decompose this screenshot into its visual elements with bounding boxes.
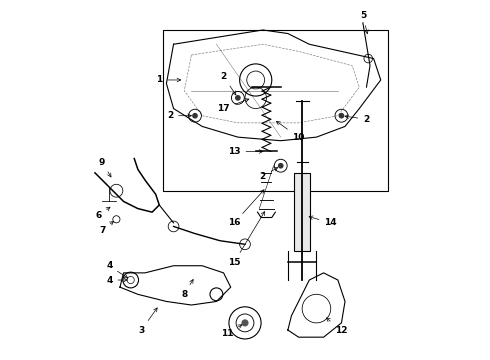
Text: 2: 2 (260, 167, 278, 181)
Bar (294, 173, 310, 251)
Text: 1: 1 (156, 76, 181, 85)
Circle shape (192, 113, 198, 118)
Text: 15: 15 (228, 212, 265, 267)
Text: 13: 13 (228, 147, 263, 156)
Bar (163, 30, 388, 191)
Text: 6: 6 (96, 207, 110, 220)
Text: 8: 8 (181, 279, 193, 299)
Text: 17: 17 (217, 99, 249, 113)
Text: 11: 11 (221, 325, 242, 338)
Text: 4: 4 (106, 275, 127, 284)
Text: 9: 9 (99, 158, 111, 177)
Text: 12: 12 (326, 318, 348, 334)
Text: 2: 2 (345, 115, 369, 124)
Text: 2: 2 (220, 72, 236, 95)
Text: 10: 10 (276, 121, 305, 141)
Text: 14: 14 (309, 216, 337, 228)
Circle shape (339, 113, 344, 118)
Text: 4: 4 (106, 261, 128, 278)
Circle shape (235, 95, 241, 101)
Circle shape (278, 163, 284, 168)
Text: 5: 5 (360, 11, 368, 34)
Text: 7: 7 (99, 221, 114, 234)
Text: 3: 3 (138, 308, 157, 334)
Text: 16: 16 (228, 190, 264, 228)
Circle shape (242, 319, 248, 327)
Text: 2: 2 (167, 111, 192, 120)
